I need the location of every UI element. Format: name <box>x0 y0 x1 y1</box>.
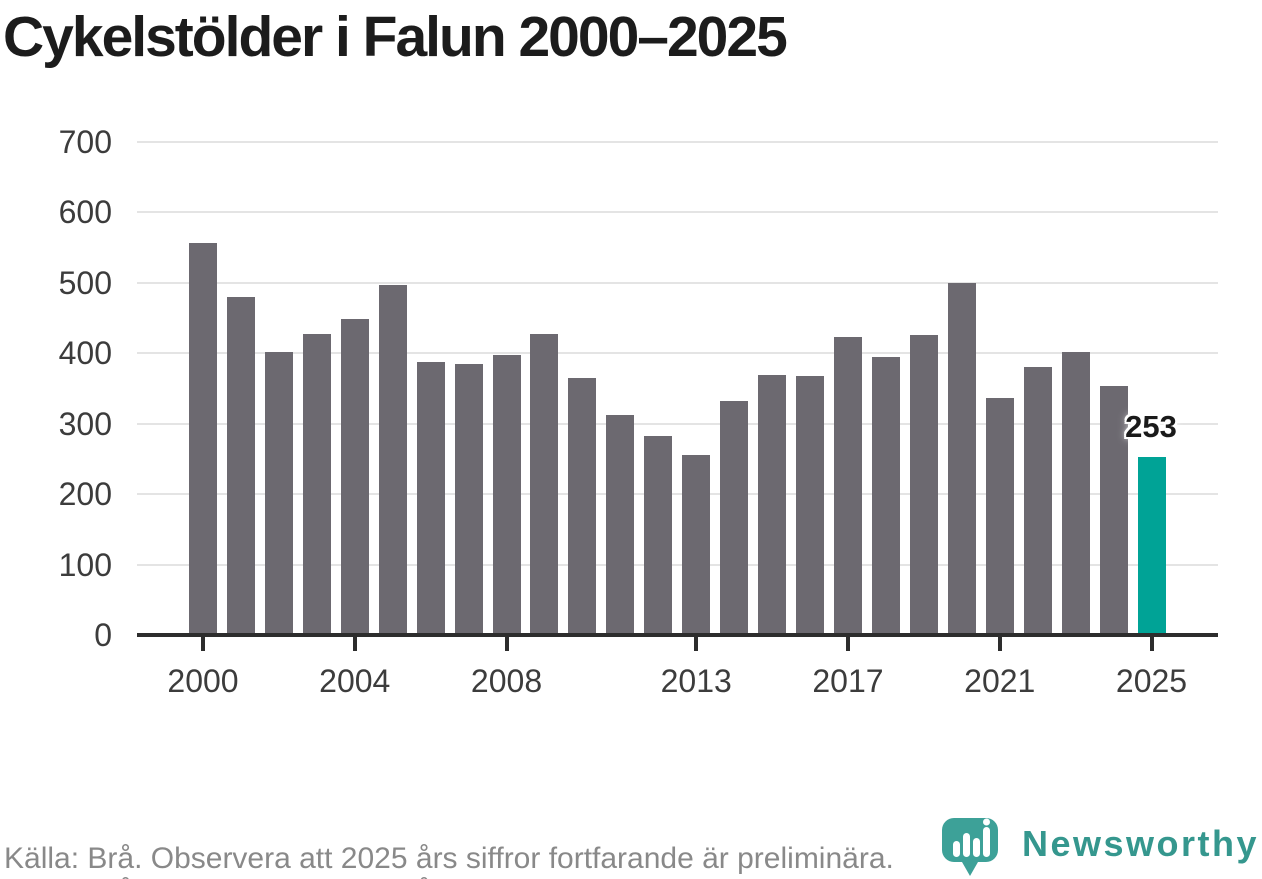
gridline <box>137 281 1218 284</box>
y-axis-label: 200 <box>58 476 112 513</box>
x-axis-line <box>137 633 1218 637</box>
value-annotation: 253 <box>1125 409 1177 444</box>
bar-2021 <box>985 397 1014 635</box>
bar-2012 <box>644 435 673 635</box>
x-axis-tick <box>1149 635 1154 651</box>
bar-2003 <box>302 334 331 635</box>
y-axis-label: 100 <box>58 546 112 583</box>
x-axis-label: 2000 <box>167 663 239 699</box>
x-axis-label: 2017 <box>812 663 884 699</box>
bar-2000 <box>189 243 217 635</box>
x-axis-label: 2004 <box>319 663 391 699</box>
x-axis-tick <box>845 635 850 651</box>
bar-chart-pin-icon <box>942 818 998 876</box>
gridline <box>137 422 1218 425</box>
gridline <box>137 352 1218 355</box>
gridline <box>137 211 1218 214</box>
x-axis-tick <box>504 635 509 651</box>
y-axis-label: 300 <box>58 405 112 442</box>
bar-2009 <box>530 334 559 635</box>
y-axis-label: 400 <box>58 335 112 372</box>
bar-2013 <box>682 455 711 635</box>
gridline <box>137 140 1218 143</box>
x-axis-tick <box>352 635 357 651</box>
gridline <box>137 563 1218 566</box>
bar-2023 <box>1061 351 1090 635</box>
bar-2016 <box>796 376 825 635</box>
newsworthy-logo: Newsworthy <box>941 818 1261 879</box>
bar-2015 <box>758 375 787 635</box>
bar-2019 <box>909 334 938 635</box>
bar-2024 <box>1099 385 1128 635</box>
chart-title: Cykelstölder i Falun 2000–2025 <box>3 5 788 69</box>
bar-2014 <box>720 401 749 635</box>
bar-2002 <box>264 352 293 635</box>
y-axis-label: 600 <box>58 194 112 231</box>
x-axis-tick <box>694 635 699 651</box>
bar-2001 <box>226 296 255 635</box>
bar-2005 <box>378 284 407 635</box>
bar-2025 <box>1137 456 1166 635</box>
y-axis-label: 500 <box>58 264 112 301</box>
source-note: Källa: Brå. Observera att 2025 års siffr… <box>4 842 894 875</box>
y-axis-label: 700 <box>58 123 112 160</box>
bar-2004 <box>340 318 369 635</box>
source-note-clipped: Källa: Brå. Observera att 2025 års siffr… <box>4 874 894 879</box>
bar-2006 <box>416 361 445 635</box>
y-axis-label: 0 <box>94 617 112 653</box>
x-axis-label: 2008 <box>470 663 543 699</box>
bar-2017 <box>833 336 862 635</box>
x-axis-label: 2013 <box>660 663 732 699</box>
bar-2020 <box>947 282 976 635</box>
bar-2011 <box>606 415 635 635</box>
x-axis-label: 2025 <box>1115 663 1188 699</box>
x-axis-tick <box>997 635 1002 651</box>
bar-2018 <box>871 356 900 635</box>
newsworthy-wordmark: Newsworthy <box>1022 823 1260 864</box>
bar-2010 <box>568 377 597 635</box>
bar-2007 <box>454 364 483 635</box>
bar-2008 <box>492 355 521 635</box>
gridline <box>137 493 1218 496</box>
x-axis-label: 2021 <box>964 663 1036 699</box>
x-axis-tick <box>201 635 205 651</box>
bar-2022 <box>1023 367 1052 635</box>
